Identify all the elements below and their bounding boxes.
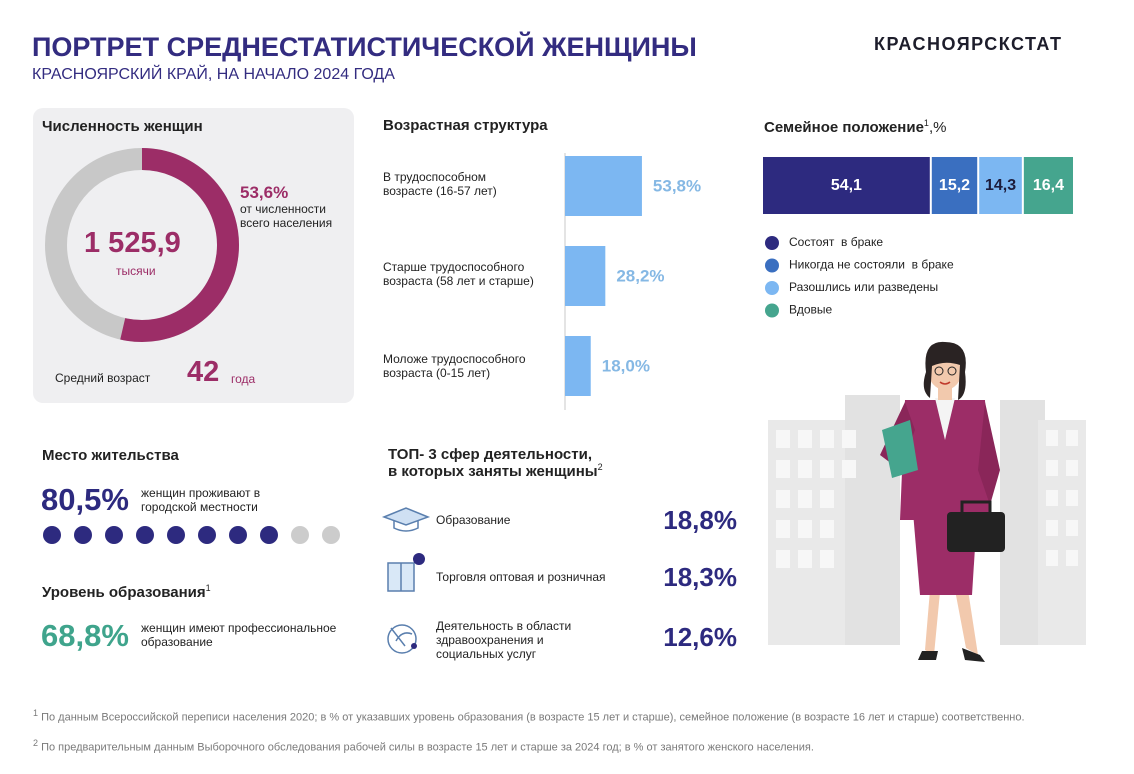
age-category: Моложе трудоспособного возраста (0-15 ле… — [383, 352, 526, 380]
logo: КРАСНОЯРСКСТАТ — [874, 34, 1063, 54]
age-value-label: 18,0% — [602, 356, 650, 375]
population-share: 53,6% — [240, 183, 289, 202]
population-unit: тысячи — [116, 264, 156, 278]
footnote: 1 По данным Всероссийской переписи насел… — [33, 706, 1090, 725]
education-note: женщин имеют профессиональное образовани… — [141, 621, 337, 649]
sector-name: Торговля оптовая и розничная — [436, 570, 606, 584]
page-title: ПОРТРЕТ СРЕДНЕСТАТИСТИЧЕСКОЙ ЖЕНЩИНЫ — [32, 32, 697, 62]
legend-label: Никогда не состояли в браке — [789, 258, 954, 272]
sector-name: Деятельность в области здравоохранения и… — [436, 619, 572, 661]
footnote-ref: 2 — [597, 462, 603, 472]
age-value: 42 — [187, 356, 220, 388]
residence-value: 80,5% — [41, 482, 129, 517]
sectors-title: в которых заняты женщины2 — [388, 462, 603, 480]
residence-dot — [322, 526, 340, 544]
legend-label: Состоят в браке — [789, 235, 883, 249]
footnote: 2 По предварительным данным Выборочного … — [33, 736, 1090, 755]
sectors-title-text: в которых заняты женщины — [388, 463, 598, 480]
age-label: Средний возраст — [55, 371, 151, 385]
marital-label: 16,4 — [1033, 177, 1064, 194]
residence-dot — [43, 526, 61, 544]
residence-dot — [167, 526, 185, 544]
age-value-label: 28,2% — [616, 266, 664, 285]
age-bar — [565, 246, 606, 306]
age-structure-title: Возрастная структура — [383, 117, 548, 134]
population-title: Численность женщин — [42, 118, 203, 135]
marital-title: Семейное положение1,% — [764, 118, 946, 136]
residence-dot — [198, 526, 216, 544]
residence-note: женщин проживают в городской местности — [141, 486, 261, 514]
legend-marker — [765, 236, 779, 250]
marital-label: 14,3 — [985, 177, 1016, 194]
legend-marker — [765, 303, 779, 318]
footnote-text: По данным Всероссийской переписи населен… — [41, 711, 1025, 724]
marital-segment — [1023, 157, 1073, 214]
footnote-text: По предварительным данным Выборочного об… — [41, 741, 814, 754]
legend-label: Вдовые — [789, 303, 833, 317]
sectors-title: ТОП- 3 сфер деятельности, — [388, 446, 593, 463]
population-total: 1 525,9 — [84, 227, 181, 259]
sector-value: 18,8% — [663, 505, 737, 535]
legend-marker — [765, 258, 779, 273]
marital-segment — [979, 157, 1022, 214]
residence-title: Место жительства — [42, 447, 179, 464]
sector-value: 12,6% — [663, 622, 737, 652]
health-icon — [387, 624, 417, 654]
residence-dot — [74, 526, 92, 544]
marital-label: 54,1 — [831, 177, 862, 194]
age-value-label: 53,8% — [653, 176, 701, 195]
legend-marker — [765, 281, 779, 295]
donut-share — [120, 148, 239, 342]
population-share-note: от численности всего населения — [240, 202, 333, 230]
legend-label: Разошлись или разведены — [789, 280, 938, 294]
marital-segment — [931, 157, 978, 214]
age-unit: года — [231, 372, 256, 386]
residence-dot — [291, 526, 309, 544]
education-title: Уровень образования1 — [42, 583, 211, 601]
age-bar — [565, 156, 642, 216]
age-category: Старше трудоспособного возраста (58 лет … — [383, 260, 534, 288]
footnote-mark: 1 — [33, 708, 39, 718]
footnote-ref: 1 — [923, 118, 929, 128]
education-value: 68,8% — [41, 618, 129, 653]
marital-unit: ,% — [928, 119, 947, 136]
footnote-ref: 1 — [205, 583, 211, 593]
sector-value: 18,3% — [663, 562, 737, 592]
trade-icon — [387, 553, 425, 592]
age-category: В трудоспособном возрасте (16-57 лет) — [383, 170, 497, 198]
residence-dot — [105, 526, 123, 544]
residence-dot — [136, 526, 154, 544]
residence-dot — [229, 526, 247, 544]
education-icon — [381, 507, 431, 532]
age-bar — [565, 336, 591, 396]
woman-illustration — [880, 341, 1005, 662]
education-title-text: Уровень образования — [42, 584, 206, 601]
footnote-mark: 2 — [33, 738, 39, 748]
page-subtitle: КРАСНОЯРСКИЙ КРАЙ, НА НАЧАЛО 2024 ГОДА — [32, 66, 395, 83]
marital-title-text: Семейное положение — [764, 119, 924, 136]
marital-segment — [763, 157, 930, 214]
marital-label: 15,2 — [939, 177, 970, 194]
residence-dot — [260, 526, 278, 544]
sector-name: Образование — [436, 513, 511, 527]
